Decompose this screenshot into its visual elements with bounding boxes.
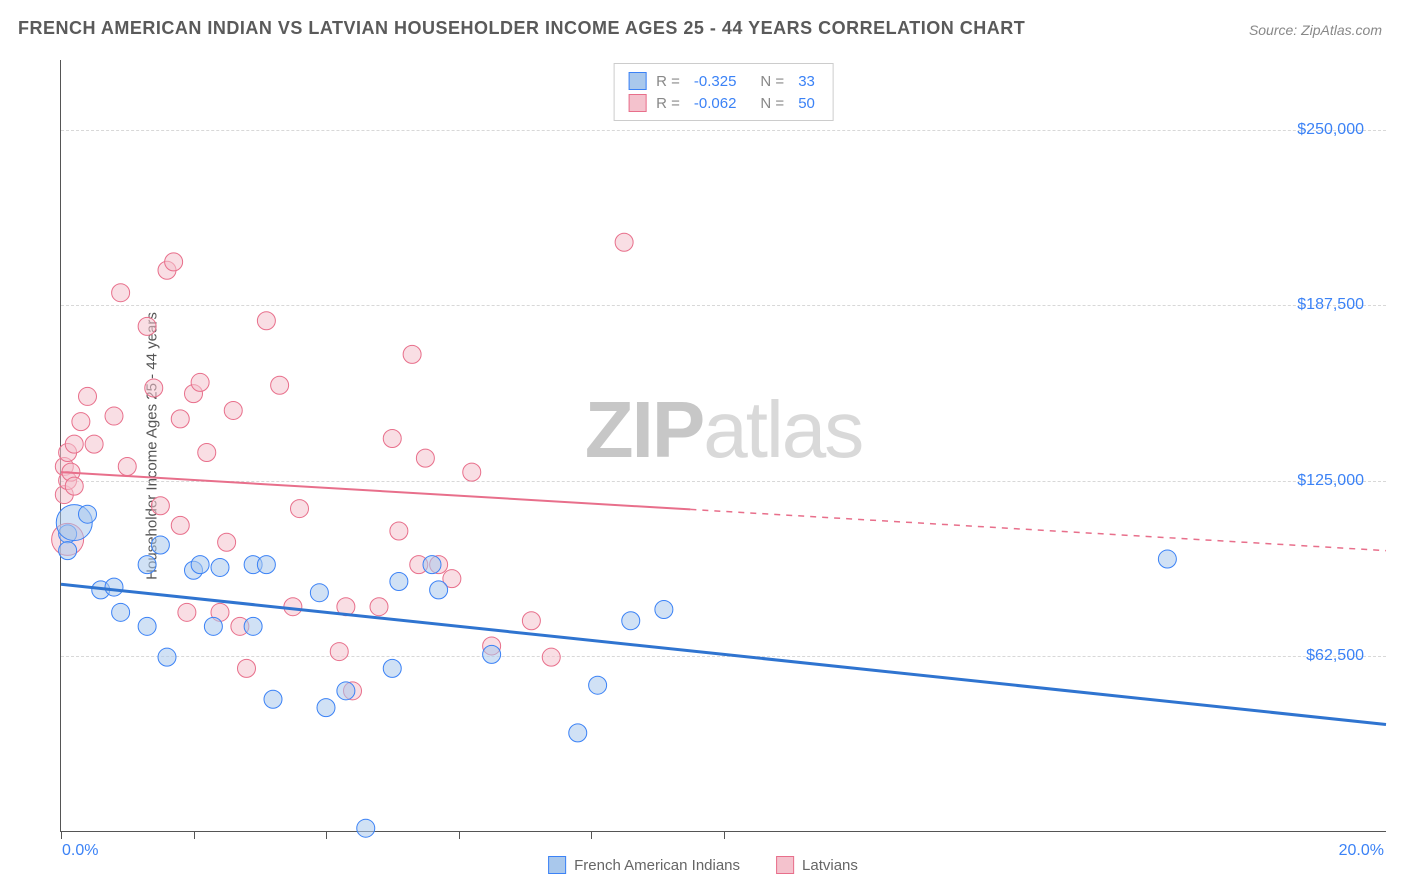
legend-label-1: Latvians bbox=[802, 857, 858, 874]
y-tick-label: $187,500 bbox=[1297, 296, 1364, 314]
data-point bbox=[390, 522, 408, 540]
x-tick bbox=[724, 831, 725, 839]
data-point bbox=[65, 435, 83, 453]
legend-label-0: French American Indians bbox=[574, 857, 740, 874]
data-point bbox=[589, 676, 607, 694]
data-point bbox=[138, 556, 156, 574]
data-point bbox=[138, 617, 156, 635]
data-point bbox=[191, 556, 209, 574]
data-point bbox=[85, 435, 103, 453]
y-tick-label: $125,000 bbox=[1297, 472, 1364, 490]
data-point bbox=[383, 659, 401, 677]
trend-line-extrapolated bbox=[690, 509, 1386, 550]
data-point bbox=[403, 345, 421, 363]
legend-item-1: Latvians bbox=[776, 856, 858, 874]
x-tick bbox=[194, 831, 195, 839]
x-axis-max-label: 20.0% bbox=[1339, 842, 1384, 860]
legend-item-0: French American Indians bbox=[548, 856, 740, 874]
legend-swatch-0 bbox=[548, 856, 566, 874]
data-point bbox=[257, 312, 275, 330]
correlation-chart: FRENCH AMERICAN INDIAN VS LATVIAN HOUSEH… bbox=[0, 0, 1406, 892]
data-point bbox=[151, 497, 169, 515]
data-point bbox=[79, 505, 97, 523]
data-point bbox=[59, 542, 77, 560]
data-point bbox=[330, 643, 348, 661]
data-point bbox=[158, 648, 176, 666]
data-point bbox=[244, 617, 262, 635]
data-point bbox=[79, 387, 97, 405]
y-tick-label: $62,500 bbox=[1306, 647, 1364, 665]
data-point bbox=[171, 410, 189, 428]
x-axis-min-label: 0.0% bbox=[62, 842, 98, 860]
data-point bbox=[112, 284, 130, 302]
data-point bbox=[291, 500, 309, 518]
trend-line bbox=[61, 584, 1386, 724]
data-point bbox=[655, 601, 673, 619]
data-point bbox=[138, 317, 156, 335]
data-point bbox=[522, 612, 540, 630]
data-point bbox=[105, 578, 123, 596]
data-point bbox=[257, 556, 275, 574]
scatter-svg bbox=[61, 60, 1386, 831]
data-point bbox=[615, 233, 633, 251]
data-point bbox=[569, 724, 587, 742]
data-point bbox=[191, 373, 209, 391]
data-point bbox=[211, 558, 229, 576]
data-point bbox=[145, 379, 163, 397]
data-point bbox=[370, 598, 388, 616]
data-point bbox=[72, 413, 90, 431]
x-tick bbox=[61, 831, 62, 839]
x-tick bbox=[326, 831, 327, 839]
data-point bbox=[337, 682, 355, 700]
chart-title: FRENCH AMERICAN INDIAN VS LATVIAN HOUSEH… bbox=[18, 18, 1025, 39]
plot-area: ZIPatlas R = -0.325 N = 33 R = -0.062 N … bbox=[60, 60, 1386, 832]
data-point bbox=[383, 429, 401, 447]
data-point bbox=[238, 659, 256, 677]
source-attribution: Source: ZipAtlas.com bbox=[1249, 22, 1382, 38]
data-point bbox=[171, 516, 189, 534]
data-point bbox=[622, 612, 640, 630]
data-point bbox=[264, 690, 282, 708]
data-point bbox=[118, 458, 136, 476]
data-point bbox=[416, 449, 434, 467]
data-point bbox=[218, 533, 236, 551]
data-point bbox=[198, 444, 216, 462]
data-point bbox=[542, 648, 560, 666]
data-point bbox=[165, 253, 183, 271]
data-point bbox=[65, 477, 83, 495]
data-point bbox=[390, 572, 408, 590]
y-tick-label: $250,000 bbox=[1297, 121, 1364, 139]
legend-swatch-1 bbox=[776, 856, 794, 874]
data-point bbox=[178, 603, 196, 621]
data-point bbox=[463, 463, 481, 481]
data-point bbox=[310, 584, 328, 602]
data-point bbox=[271, 376, 289, 394]
legend: French American Indians Latvians bbox=[548, 856, 858, 874]
data-point bbox=[204, 617, 222, 635]
data-point bbox=[430, 581, 448, 599]
data-point bbox=[423, 556, 441, 574]
data-point bbox=[224, 401, 242, 419]
data-point bbox=[483, 645, 501, 663]
x-tick bbox=[591, 831, 592, 839]
data-point bbox=[1158, 550, 1176, 568]
data-point bbox=[357, 819, 375, 837]
data-point bbox=[317, 699, 335, 717]
data-point bbox=[151, 536, 169, 554]
x-tick bbox=[459, 831, 460, 839]
data-point bbox=[112, 603, 130, 621]
data-point bbox=[105, 407, 123, 425]
